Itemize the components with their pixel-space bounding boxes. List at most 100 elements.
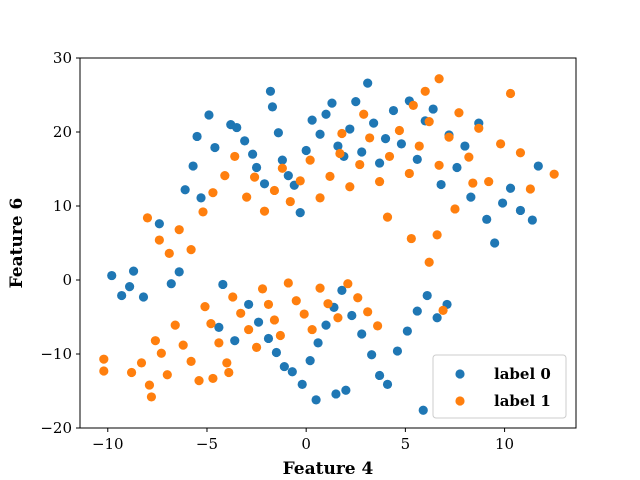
series-0-point [253, 317, 264, 327]
series-0-point [321, 109, 331, 119]
series-1-point [224, 367, 234, 378]
series-1-point [307, 324, 317, 335]
series-1-point [283, 278, 293, 288]
series-1-point [263, 299, 274, 310]
series-1-point [406, 233, 416, 244]
series-0-point [345, 124, 355, 134]
series-0-point [154, 219, 164, 229]
series-1-point [214, 338, 224, 348]
series-0-point [273, 128, 283, 138]
series-1-point [337, 128, 347, 139]
series-0-point [327, 98, 337, 108]
series-0-point [311, 395, 321, 405]
series-1-point [99, 366, 109, 376]
series-0-point [337, 285, 347, 295]
series-0-point [412, 306, 422, 316]
y-axis-label: Feature 6 [7, 198, 27, 289]
series-1-point [333, 313, 343, 323]
series-1-point [198, 207, 208, 217]
series-0-point [388, 105, 399, 116]
series-1-point [295, 176, 305, 186]
series-1-point [156, 348, 166, 358]
series-0-point [166, 279, 176, 289]
series-0-point [188, 161, 198, 171]
series-0-point [174, 267, 184, 277]
legend-box [432, 354, 567, 419]
series-1-point [228, 292, 238, 302]
y-tick-label: 10 [53, 197, 72, 215]
series-0-point [505, 183, 516, 193]
series-1-point [363, 307, 373, 317]
series-0-point [248, 149, 258, 159]
series-0-point [128, 266, 139, 276]
series-1-point [464, 152, 474, 162]
series-0-point [374, 158, 385, 168]
series-0-point [436, 179, 446, 190]
series-1-point [315, 193, 325, 203]
series-0-point [125, 282, 135, 292]
series-1-point [170, 320, 180, 330]
series-1-point [259, 206, 270, 216]
series-1-point [162, 370, 172, 380]
series-1-point [359, 109, 369, 119]
series-0-point [315, 129, 325, 139]
series-1-point [549, 169, 559, 179]
series-0-point [218, 279, 228, 290]
series-1-point [454, 108, 464, 118]
series-1-point [269, 185, 280, 196]
series-1-point [444, 132, 454, 142]
series-1-point [484, 176, 494, 187]
series-1-point [345, 182, 355, 192]
series-0-point [277, 155, 287, 165]
series-1-point [194, 376, 204, 386]
series-1-point [144, 380, 155, 390]
series-1-point [142, 213, 153, 223]
series-1-point [257, 284, 268, 294]
series-0-point [210, 142, 220, 153]
series-0-point [357, 147, 367, 157]
series-0-point [452, 162, 462, 173]
x-tick-label: 10 [495, 435, 514, 453]
series-0-point [267, 102, 278, 112]
x-tick-label: −5 [196, 435, 218, 453]
series-0-point [279, 361, 289, 372]
series-0-point [287, 367, 297, 377]
legend-marker [455, 396, 465, 406]
series-1-point [505, 88, 516, 99]
series-0-point [214, 322, 224, 332]
series-0-point [374, 370, 385, 381]
series-0-point [321, 320, 331, 330]
series-0-point [460, 141, 470, 151]
series-0-point [527, 215, 537, 225]
series-0-point [244, 299, 254, 310]
series-1-point [269, 315, 280, 325]
series-1-point [230, 151, 240, 162]
series-0-point [192, 131, 202, 142]
series-1-point [285, 196, 295, 207]
series-1-point [382, 212, 393, 222]
series-0-point [533, 161, 543, 171]
series-1-point [373, 321, 383, 331]
series-1-point [99, 354, 109, 364]
series-0-point [263, 333, 274, 344]
series-0-point [265, 86, 276, 96]
series-0-point [271, 347, 282, 358]
series-0-point [117, 290, 127, 301]
series-1-point [174, 225, 184, 235]
series-0-point [363, 78, 373, 88]
axes: −10 −5 0 5 10 −20 −10 0 10 20 30 [40, 49, 577, 453]
series-0-point [204, 110, 214, 120]
series-0-point [301, 145, 311, 156]
plot-frame [79, 57, 577, 429]
series-1-point [374, 176, 385, 187]
series-1-point [323, 299, 333, 309]
series-1-point [220, 171, 230, 181]
series-0-point [297, 379, 307, 389]
series-1-point [394, 125, 405, 136]
series-1-point [353, 293, 363, 303]
y-tick-label: 0 [62, 271, 72, 289]
series-1-point [432, 230, 442, 240]
series-0-point [380, 134, 391, 144]
series-1-point [384, 151, 395, 162]
